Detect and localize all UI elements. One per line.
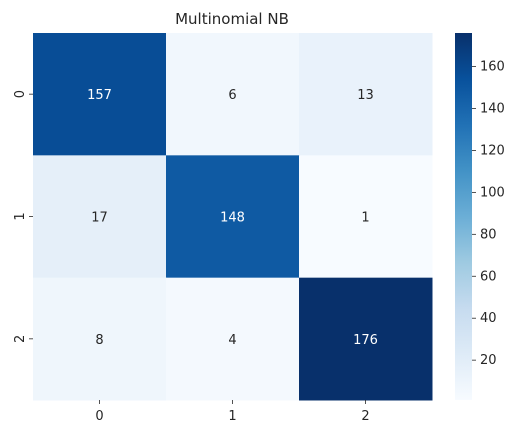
heatmap-cells (33, 33, 433, 401)
colorbar-tick-label: 40 (480, 311, 497, 326)
heatmap-cell-r1-c1 (166, 155, 300, 279)
heatmap-cell-r2-c2 (299, 277, 433, 401)
heatmap-cell-r2-c0 (33, 277, 167, 401)
cell-value-r0-c1: 6 (228, 88, 236, 103)
colorbar-tick-label: 20 (480, 353, 497, 368)
colorbar-tick-label: 80 (480, 227, 497, 242)
x-axis-ticks: 0 1 2 (95, 400, 370, 424)
colorbar-tick-label: 140 (480, 101, 505, 116)
y-tick-label: 2 (13, 335, 28, 343)
heatmap-cell-r0-c0 (33, 33, 167, 156)
cell-value-r2-c1: 4 (228, 333, 236, 348)
x-tick-label: 2 (361, 409, 369, 424)
heatmap-cell-r1-c2 (299, 155, 433, 279)
y-axis-ticks: 0 1 2 (13, 90, 33, 343)
chart-title: Multinomial NB (175, 10, 289, 28)
cell-value-r2-c2: 176 (353, 333, 378, 348)
colorbar-ticks: 20 40 60 80 100 120 140 160 (472, 60, 505, 368)
heatmap-cell-r1-c0 (33, 155, 167, 279)
colorbar-tick-label: 160 (480, 60, 505, 75)
colorbar (455, 33, 472, 400)
heatmap-cell-r0-c1 (166, 33, 300, 156)
cell-value-r0-c2: 13 (357, 88, 374, 103)
heatmap-cell-r2-c1 (166, 277, 300, 401)
colorbar-tick-label: 60 (480, 269, 497, 284)
cell-value-r1-c2: 1 (361, 211, 369, 226)
cell-value-r1-c1: 148 (220, 211, 245, 226)
x-tick-label: 0 (95, 409, 103, 424)
y-tick-label: 1 (13, 212, 28, 220)
heatmap-cell-labels: 157 6 13 17 148 1 8 4 176 (87, 88, 378, 348)
x-tick-label: 1 (228, 409, 236, 424)
colorbar-tick-label: 100 (480, 185, 505, 200)
colorbar-tick-label: 120 (480, 143, 505, 158)
cell-value-r0-c0: 157 (87, 88, 112, 103)
y-tick-label: 0 (13, 90, 28, 98)
cell-value-r2-c0: 8 (95, 333, 103, 348)
cell-value-r1-c0: 17 (91, 211, 108, 226)
heatmap-cell-r0-c2 (299, 33, 433, 156)
